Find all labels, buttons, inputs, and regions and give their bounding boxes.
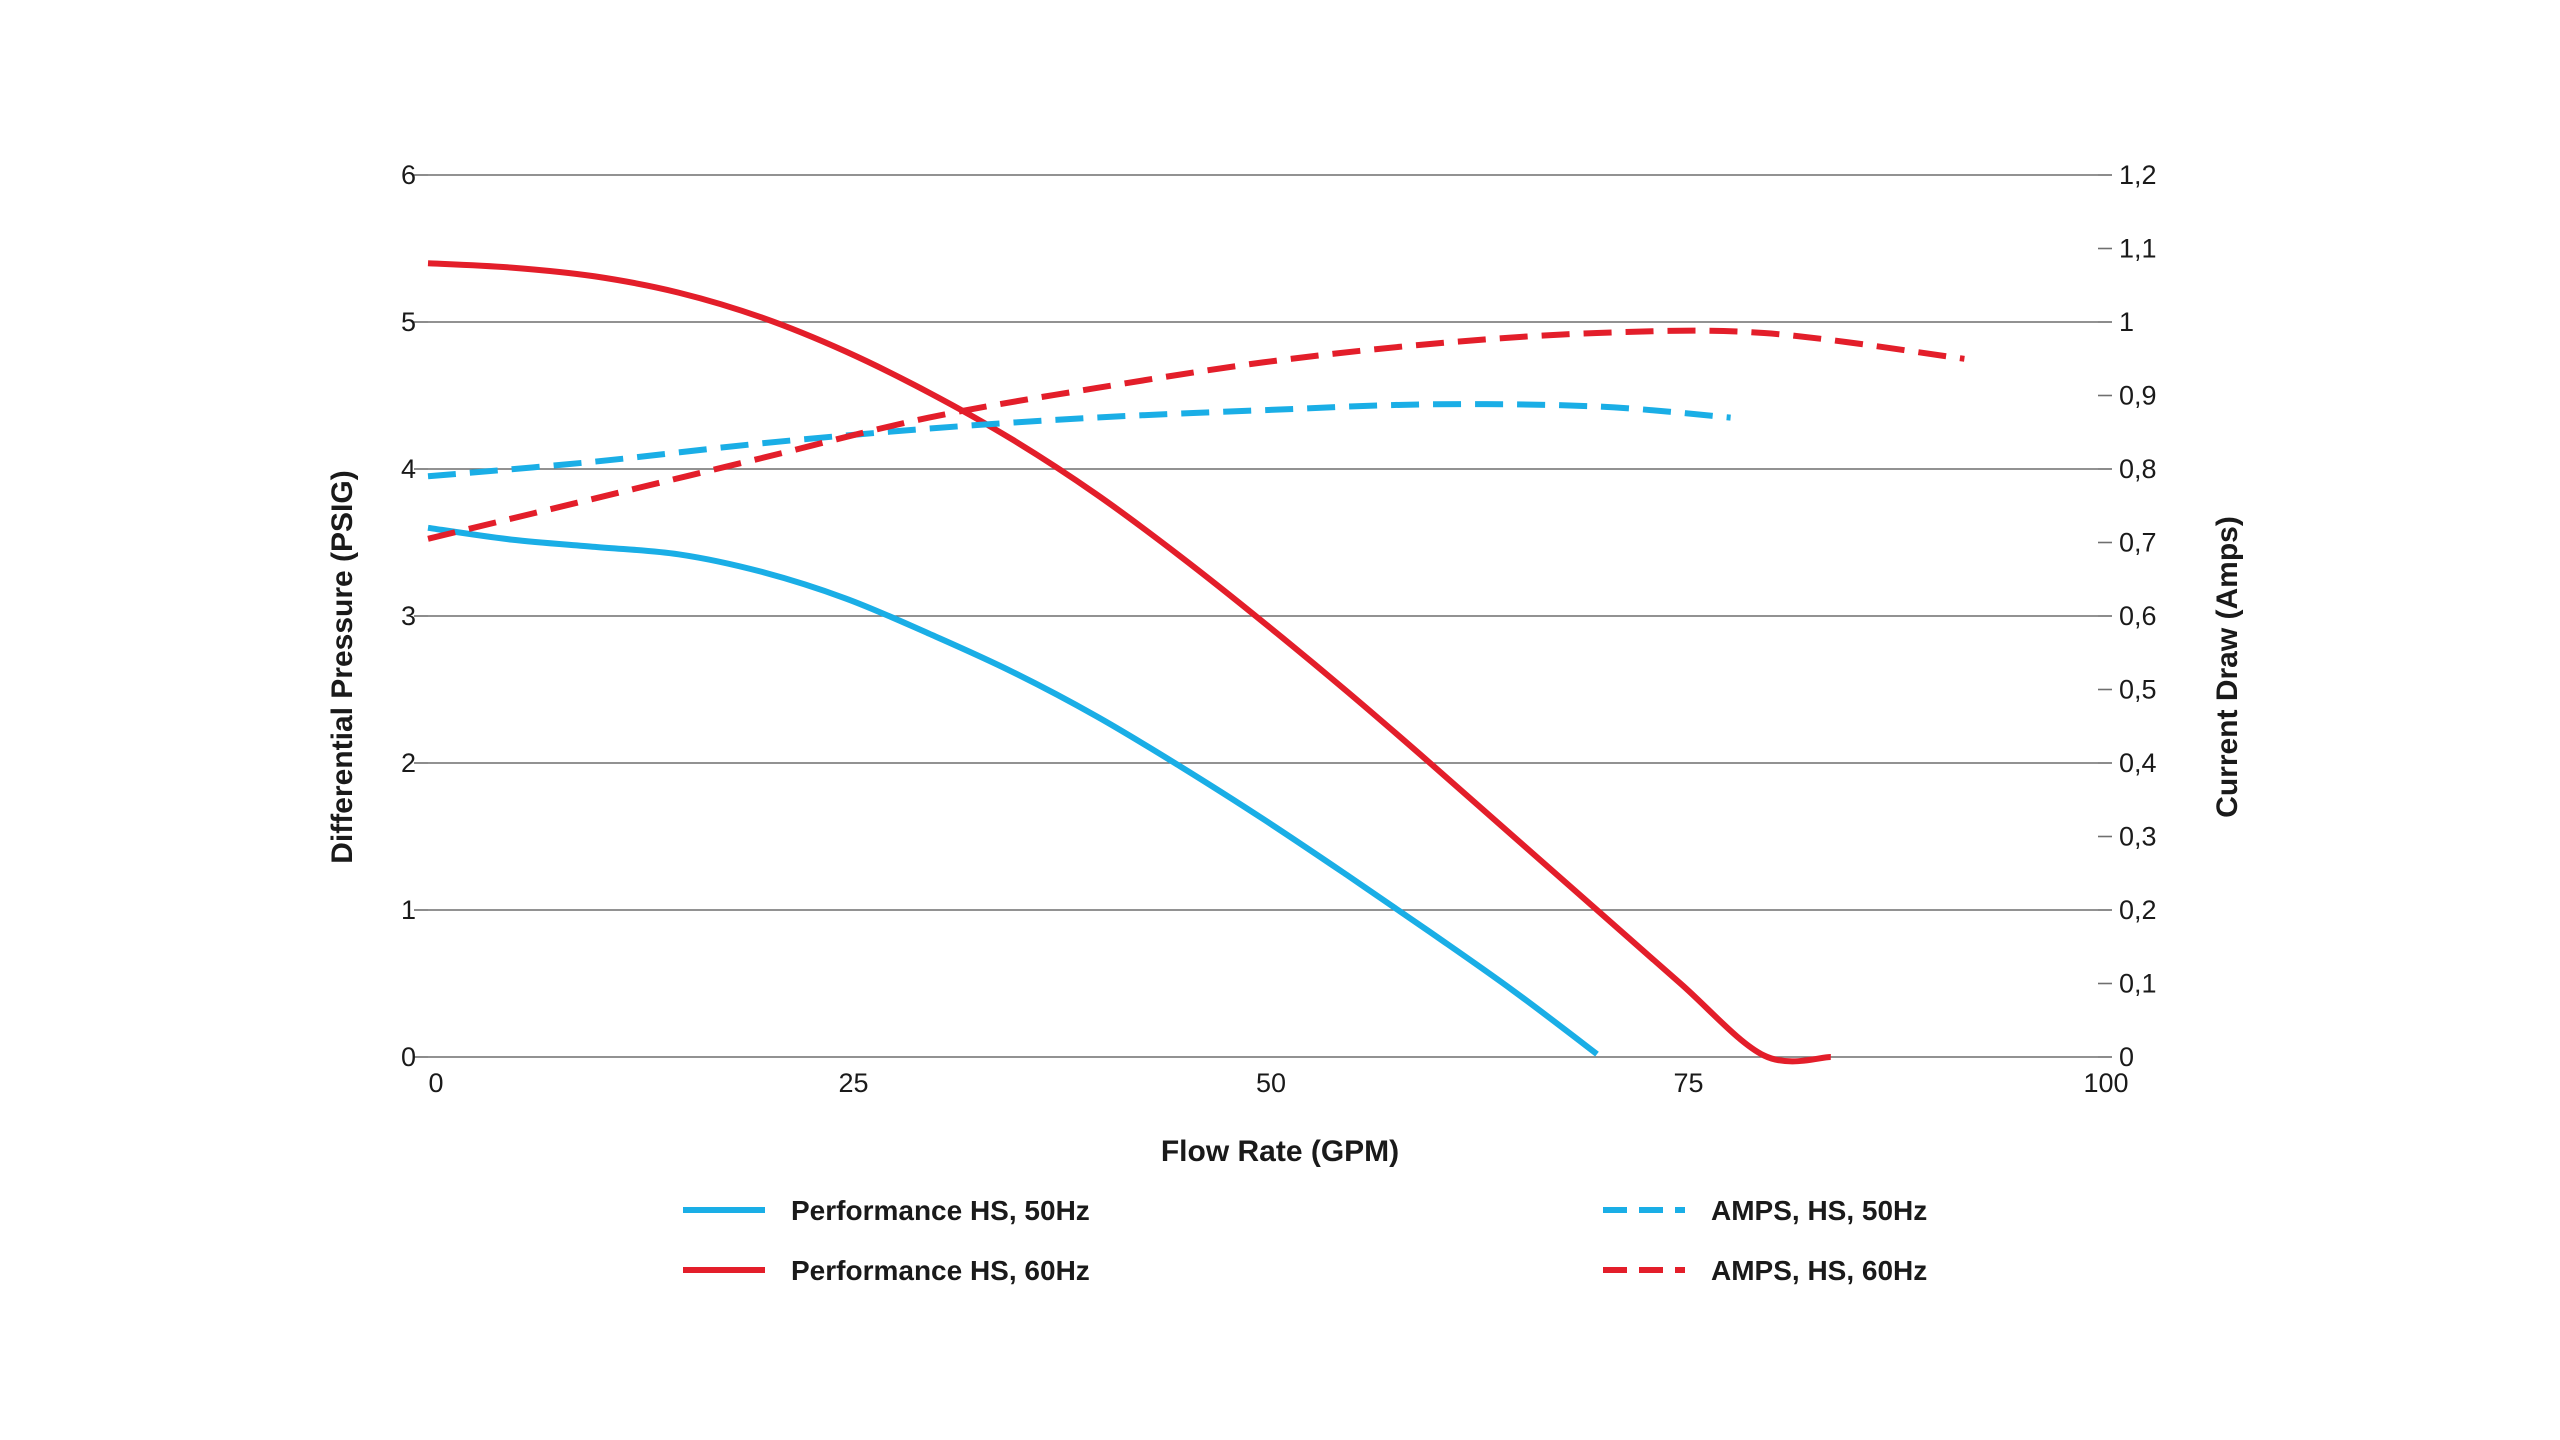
right-tick-label-9: 0,9 [2119, 381, 2157, 411]
left-axis-title: Differential Pressure (PSIG) [326, 470, 359, 863]
x-tick-label-4: 100 [2083, 1068, 2128, 1098]
x-axis-ticks: 0 25 50 75 100 [428, 1068, 2128, 1098]
legend-label-performance-hs-60hz: Performance HS, 60Hz [791, 1255, 1090, 1286]
right-tick-label-3: 0,3 [2119, 822, 2157, 852]
right-tick-label-12: 1,2 [2119, 160, 2157, 190]
series-lines [427, 260, 1965, 1065]
right-tick-label-4: 0,4 [2119, 748, 2157, 778]
x-tick-label-0: 0 [428, 1068, 443, 1098]
left-tick-label-3: 3 [401, 601, 416, 631]
left-tick-label-4: 4 [401, 454, 416, 484]
legend-label-performance-hs-50hz: Performance HS, 50Hz [791, 1195, 1090, 1226]
right-tick-label-11: 1,1 [2119, 234, 2157, 264]
right-axis-title: Current Draw (Amps) [2211, 516, 2244, 818]
right-tick-label-2: 0,2 [2119, 895, 2157, 925]
right-tick-label-6: 0,6 [2119, 601, 2157, 631]
right-tick-label-1: 0,1 [2119, 969, 2157, 999]
right-tick-label-5: 0,5 [2119, 675, 2157, 705]
left-axis-ticks: 0 1 2 3 4 5 6 [401, 160, 428, 1072]
series-line-amps-hs-60hz [427, 327, 1965, 542]
legend-label-amps-hs-60hz: AMPS, HS, 60Hz [1711, 1255, 1927, 1286]
x-axis-title: Flow Rate (GPM) [1161, 1135, 1399, 1168]
right-axis-ticks: 0 0,1 0,2 0,3 0,4 0,5 0,6 0,7 0,8 0,9 1 1,1 1,2 [2098, 160, 2157, 1072]
series-line-performance-hs-50hz [427, 524, 1599, 1057]
x-tick-label-1: 25 [838, 1068, 868, 1098]
legend: Performance HS, 50Hz Performance HS, 60Hz… [683, 1195, 1927, 1286]
right-tick-label-8: 0,8 [2119, 454, 2157, 484]
right-tick-label-10: 1 [2119, 307, 2134, 337]
series-line-amps-hs-50hz [427, 401, 1731, 480]
right-tick-label-0: 0 [2119, 1042, 2134, 1072]
series-line-performance-hs-60hz [427, 260, 1831, 1065]
left-tick-label-2: 2 [401, 748, 416, 778]
x-tick-label-3: 75 [1673, 1068, 1703, 1098]
left-tick-label-5: 5 [401, 307, 416, 337]
left-tick-label-0: 0 [401, 1042, 416, 1072]
left-tick-label-1: 1 [401, 895, 416, 925]
legend-label-amps-hs-50hz: AMPS, HS, 50Hz [1711, 1195, 1927, 1226]
grid-lines [428, 174, 2098, 1058]
right-tick-label-7: 0,7 [2119, 528, 2157, 558]
x-tick-label-2: 50 [1256, 1068, 1286, 1098]
left-tick-label-6: 6 [401, 160, 416, 190]
